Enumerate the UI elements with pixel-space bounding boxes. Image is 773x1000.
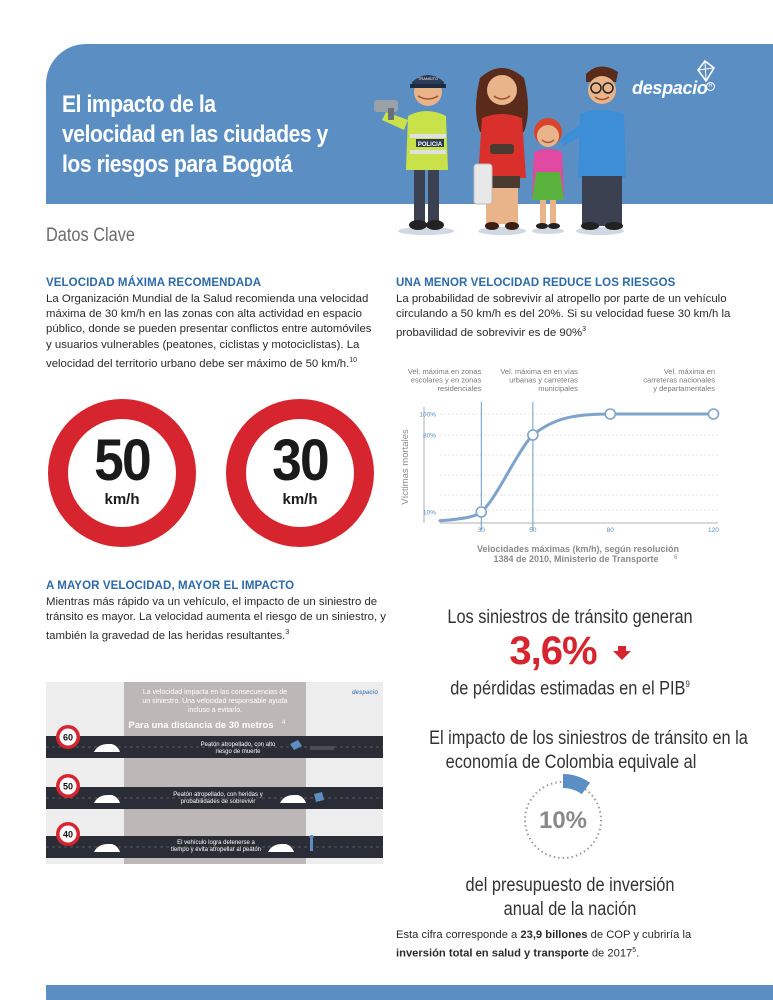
kite-icon	[696, 60, 716, 82]
svg-text:60: 60	[63, 733, 73, 743]
y-axis-label: Víctimas mortales	[400, 429, 411, 505]
speed-sign-value: 30	[272, 428, 330, 493]
text-mayor-velocidad: Mientras más rápido va un vehículo, el i…	[46, 595, 386, 644]
page-title: El impacto de la velocidad en las ciudad…	[62, 90, 329, 180]
text-line: y usuarios vulnerables (peatones, ciclis…	[46, 338, 360, 351]
pib-value-row: 3,6%	[420, 630, 720, 672]
y-tick-label: 10%	[423, 510, 436, 517]
speed-sign-inner	[68, 419, 176, 527]
svg-text:POLICIA: POLICIA	[418, 142, 443, 148]
data-point	[475, 506, 488, 518]
registered-icon: R	[706, 82, 715, 91]
text-menor-velocidad: La probabilidad de sobrevivir al atropel…	[396, 292, 736, 341]
title-line: los riesgos para Bogotá	[62, 151, 293, 178]
svg-text:40: 40	[63, 830, 73, 840]
economia-stat: El impacto de los siniestros de tránsito…	[406, 727, 748, 775]
svg-text:Peatón atropellado, con herida: Peatón atropellado, con heridas y	[173, 792, 262, 798]
pib-line2: de pérdidas estimadas en el PIB9	[450, 678, 690, 700]
speed-sign-unit: km/h	[282, 491, 318, 508]
data-point	[604, 408, 617, 420]
text-line: La Organización Mundial de la Salud reco…	[46, 293, 369, 305]
economia-line3: del presupuesto de inversión	[465, 875, 675, 896]
donut-slice	[563, 774, 591, 795]
heading-mayor-velocidad: A MAYOR VELOCIDAD, MAYOR EL IMPACTO	[46, 580, 295, 592]
donut-value: 10%	[539, 807, 587, 834]
annotation-label: y departamentales	[653, 384, 715, 393]
economia-stat-bottom: del presupuesto de inversión anual de la…	[420, 874, 720, 922]
text-line: público, donde se pueden presentar confl…	[46, 323, 372, 336]
x-tick-label: 30	[478, 527, 486, 534]
section-title-datos-clave: Datos Clave	[46, 225, 136, 246]
x-axis-footnote: 6	[674, 555, 678, 561]
svg-text:tiempo y evita atropellar al p: tiempo y evita atropellar al peatón	[171, 847, 261, 853]
arrow-down-icon	[612, 646, 631, 661]
annotation-label: carreteras nacionales	[643, 376, 715, 385]
speed-sign-inner	[246, 419, 354, 527]
annotation-label: Vel. máxima en en vías	[500, 367, 578, 376]
distance-label: Para una distancia de 30 metros	[128, 720, 273, 731]
svg-text:TRANSITO: TRANSITO	[418, 76, 438, 81]
donut-ring	[524, 781, 602, 859]
text-line: circulando a 50 km/h es del 20%. Si su v…	[396, 308, 731, 321]
annotation-label: Vel. máxima en	[664, 367, 715, 376]
data-point	[527, 429, 539, 441]
x-axis-label: Velocidades máximas (km/h), según resolu…	[477, 544, 679, 554]
speed-sign-value: 50	[94, 428, 152, 493]
people-illustration: POLICIA TRANSITO	[374, 66, 626, 235]
pib-line1: Los siniestros de tránsito generan	[447, 607, 693, 628]
mortality-chart: Víctimas mortales 100% 80% 10% 30 50 80 120 Vel.…	[400, 367, 720, 564]
brand-logo: despacio	[632, 78, 708, 98]
economia-line1: El impacto de los siniestros de tránsito…	[429, 728, 748, 749]
text-velocidad-maxima: La Organización Mundial de la Salud reco…	[46, 292, 386, 372]
text-line: tránsito es mayor. La velocidad aumenta …	[46, 611, 387, 624]
footer-bar	[46, 985, 773, 1000]
brand-logo-small: despacio	[352, 690, 378, 696]
stopping-distance-infographic: La velocidad impacta en las consecuencia…	[46, 682, 383, 864]
text-line: La probabilidad de sobrevivir al atropel…	[396, 293, 727, 305]
heading-velocidad-maxima: VELOCIDAD MÁXIMA RECOMENDADA	[46, 277, 262, 289]
svg-text:incluso a evitarlo.: incluso a evitarlo.	[188, 707, 242, 714]
economia-line2: economía de Colombia equivale al	[445, 752, 697, 773]
svg-text:La velocidad impacta en las co: La velocidad impacta en las consecuencia…	[143, 689, 287, 696]
y-tick-label: 80%	[423, 433, 436, 440]
svg-text:4: 4	[282, 720, 286, 726]
pib-value: 3,6%	[509, 629, 597, 673]
text-line: velocidad del territorio urbano debe ser…	[46, 356, 358, 370]
text-line: también la gravedad de las heridas resul…	[46, 629, 290, 643]
annotation-label: municipales	[538, 384, 578, 393]
x-tick-label: 50	[529, 527, 537, 534]
economia-line4: anual de la nación	[503, 899, 637, 920]
speed-sign-50: 50 km/h	[48, 399, 196, 547]
speed-sign-30: 30 km/h	[226, 399, 374, 547]
speed-sign-unit: km/h	[104, 491, 140, 508]
infographic-canvas: La velocidad impacta en las consecuencia…	[46, 682, 383, 864]
svg-text:riesgo de muerte: riesgo de muerte	[215, 749, 261, 755]
svg-text:El vehículo logra detenerse a: El vehículo logra detenerse a	[177, 840, 255, 846]
svg-text:probabilidades de sobrevivir: probabilidades de sobrevivir	[181, 799, 256, 805]
svg-text:un siniestro. Una velocidad re: un siniestro. Una velocidad responsable …	[142, 698, 287, 705]
svg-text:Peatón atropellado, con alto: Peatón atropellado, con alto	[201, 742, 276, 748]
heading-menor-velocidad: UNA MENOR VELOCIDAD REDUCE LOS RIESGOS	[396, 277, 676, 289]
title-line: El impacto de la	[62, 91, 216, 118]
text-line: Mientras más rápido va un vehículo, el i…	[46, 596, 378, 608]
x-tick-label: 120	[708, 527, 719, 534]
annotation-label: residenciales	[437, 384, 481, 393]
annotation-label: escolares y en zonas	[411, 376, 482, 385]
series-line	[438, 412, 715, 523]
text-line: máxima de 30 km/h en las zonas con alta …	[46, 308, 362, 321]
y-tick-label: 100%	[419, 412, 436, 419]
title-line: velocidad en las ciudades y	[62, 121, 328, 148]
pib-stat: Los siniestros de tránsito generan 3,6% …	[420, 606, 720, 701]
data-point	[707, 408, 720, 420]
x-tick-label: 80	[607, 527, 615, 534]
annotation-label: urbanas y carreteras	[509, 376, 578, 385]
text-line: probavilidad de sobrevivir es de 90%3	[396, 326, 587, 340]
budget-share-donut: 10%	[524, 774, 602, 859]
svg-text:50: 50	[63, 782, 73, 792]
annotation-label: Vel. máxima en zonas	[408, 367, 482, 376]
budget-note: Esta cifra corresponde a 23,9 billones d…	[396, 929, 692, 960]
x-axis-label: 1384 de 2010, Ministerio de Transporte	[493, 554, 658, 564]
